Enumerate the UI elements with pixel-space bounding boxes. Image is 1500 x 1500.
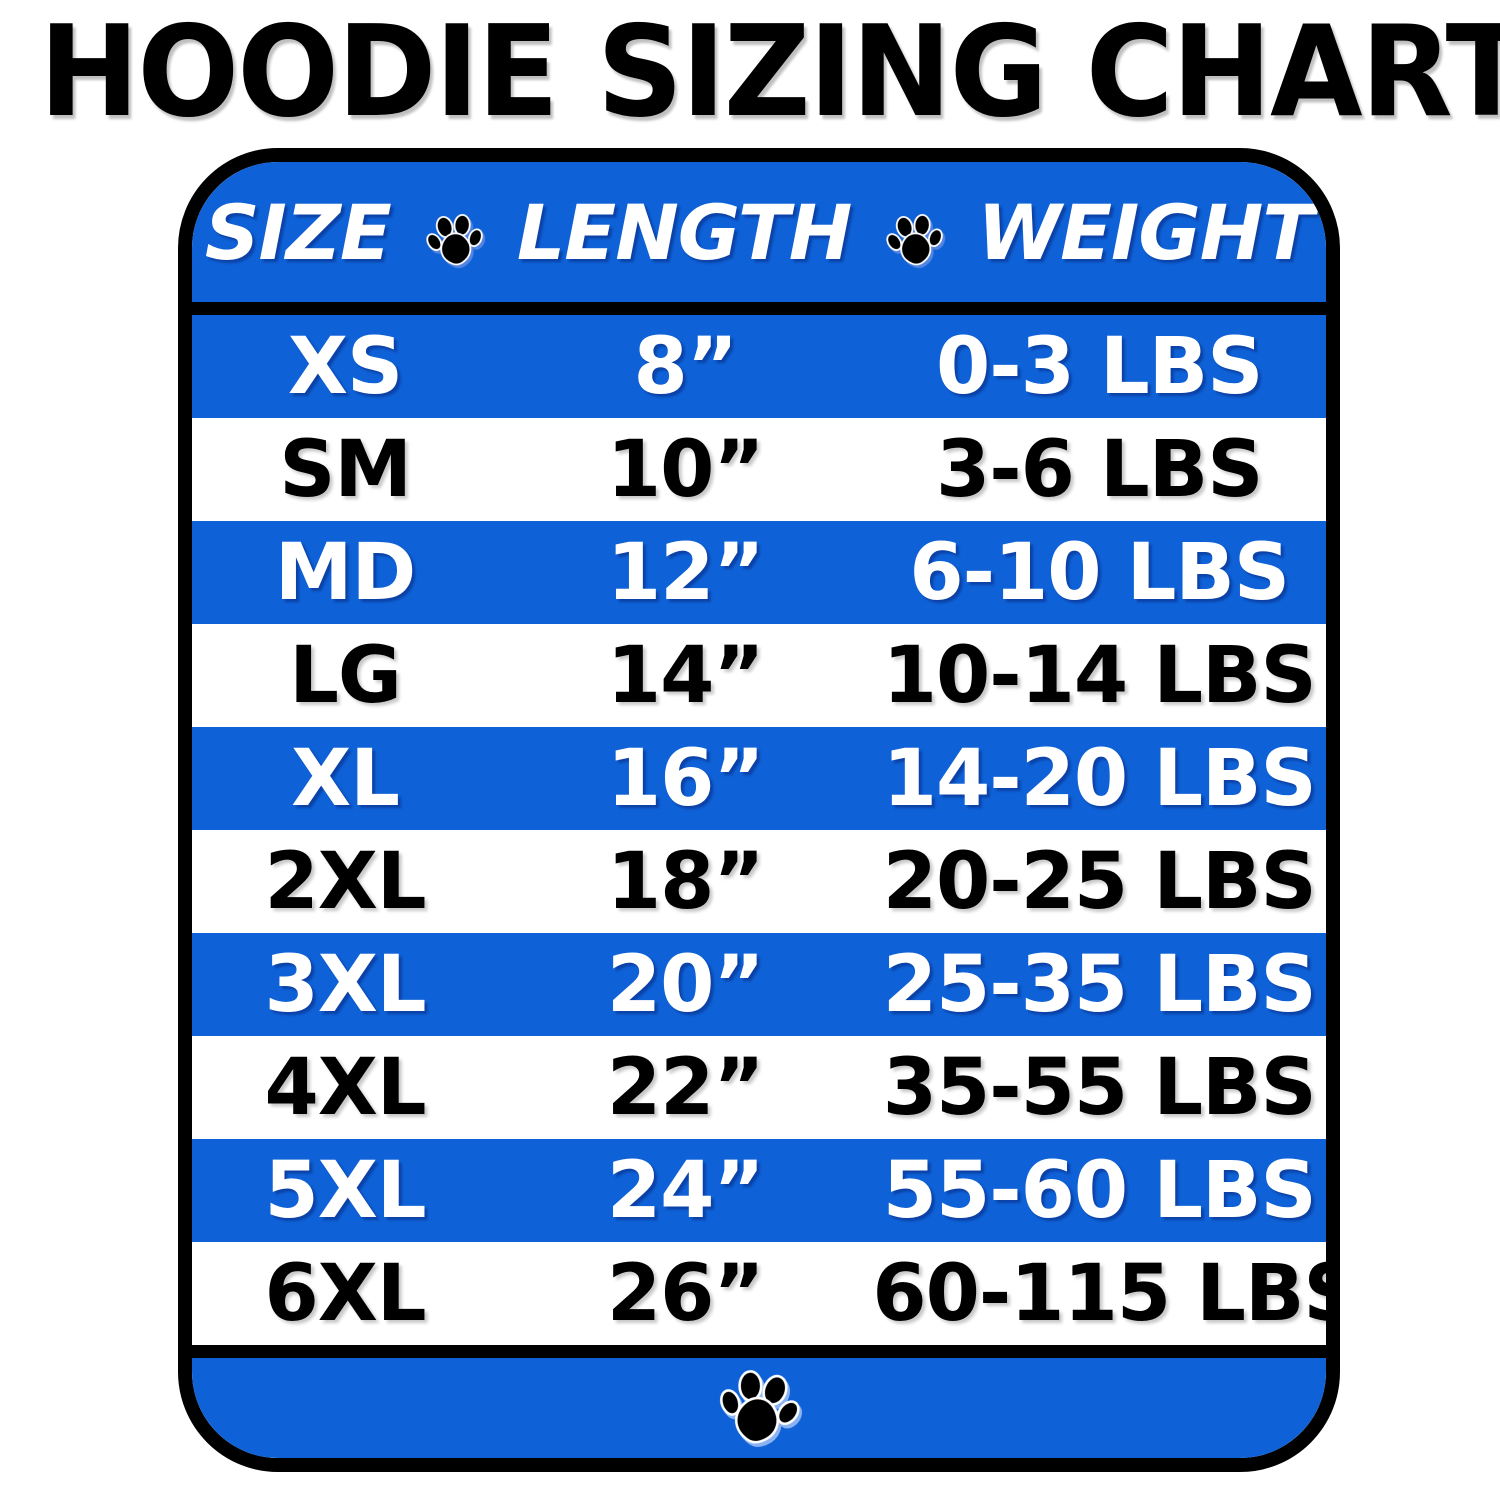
weight-cell: 14-20 LBS [882, 733, 1317, 824]
table-row: 2XL 18” 20-25 LBS [192, 830, 1326, 933]
column-header-weight: WEIGHT [977, 187, 1314, 277]
size-cell: MD [274, 527, 416, 618]
length-cell: 10” [606, 424, 765, 515]
weight-cell: 25-35 LBS [882, 939, 1317, 1030]
size-cell: SM [279, 424, 412, 515]
size-cell: XL [291, 733, 400, 824]
size-cell: 3XL [264, 939, 427, 1030]
sizing-chart-card: SIZE LENGTH WEIGHT XS 8” 0-3 LBS SM 10” … [178, 148, 1340, 1472]
table-row: SM 10” 3-6 LBS [192, 418, 1326, 521]
length-cell: 22” [606, 1042, 765, 1133]
size-cell: 4XL [264, 1042, 427, 1133]
length-cell: 14” [606, 630, 765, 721]
paw-icon [880, 198, 948, 266]
length-cell: 18” [606, 836, 765, 927]
size-cell: 5XL [264, 1145, 427, 1236]
length-cell: 20” [606, 939, 765, 1030]
size-cell: 2XL [264, 836, 427, 927]
size-cell: 6XL [264, 1248, 427, 1339]
weight-cell: 6-10 LBS [909, 527, 1290, 618]
table-row: 4XL 22” 35-55 LBS [192, 1036, 1326, 1139]
table-row: 3XL 20” 25-35 LBS [192, 933, 1326, 1036]
paw-icon [420, 198, 488, 266]
table-row: 6XL 26” 60-115 LBS [192, 1242, 1326, 1345]
separator-line [192, 302, 1326, 315]
length-cell: 12” [606, 527, 765, 618]
table-row: LG 14” 10-14 LBS [192, 624, 1326, 727]
table-row: XL 16” 14-20 LBS [192, 727, 1326, 830]
size-cell: LG [289, 630, 402, 721]
paw-icon [708, 1358, 810, 1460]
page-title: HOODIE SIZING CHART [39, 0, 1500, 145]
length-cell: 24” [606, 1145, 765, 1236]
weight-cell: 3-6 LBS [935, 424, 1263, 515]
length-cell: 8” [633, 321, 739, 412]
table-row: MD 12” 6-10 LBS [192, 521, 1326, 624]
weight-cell: 55-60 LBS [882, 1145, 1317, 1236]
separator-line [192, 1345, 1326, 1358]
table-row: 5XL 24” 55-60 LBS [192, 1139, 1326, 1242]
column-header-length: LENGTH [516, 187, 852, 277]
length-cell: 26” [606, 1248, 765, 1339]
table-row: XS 8” 0-3 LBS [192, 315, 1326, 418]
table-body: XS 8” 0-3 LBS SM 10” 3-6 LBS MD 12” 6-10… [192, 315, 1326, 1345]
weight-cell: 60-115 LBS [872, 1248, 1340, 1339]
column-header-size: SIZE [204, 187, 392, 277]
weight-cell: 20-25 LBS [882, 836, 1317, 927]
size-cell: XS [287, 321, 403, 412]
weight-cell: 35-55 LBS [882, 1042, 1317, 1133]
weight-cell: 0-3 LBS [935, 321, 1263, 412]
table-header: SIZE LENGTH WEIGHT [192, 162, 1326, 302]
weight-cell: 10-14 LBS [882, 630, 1317, 721]
card-footer [192, 1358, 1326, 1460]
length-cell: 16” [606, 733, 765, 824]
